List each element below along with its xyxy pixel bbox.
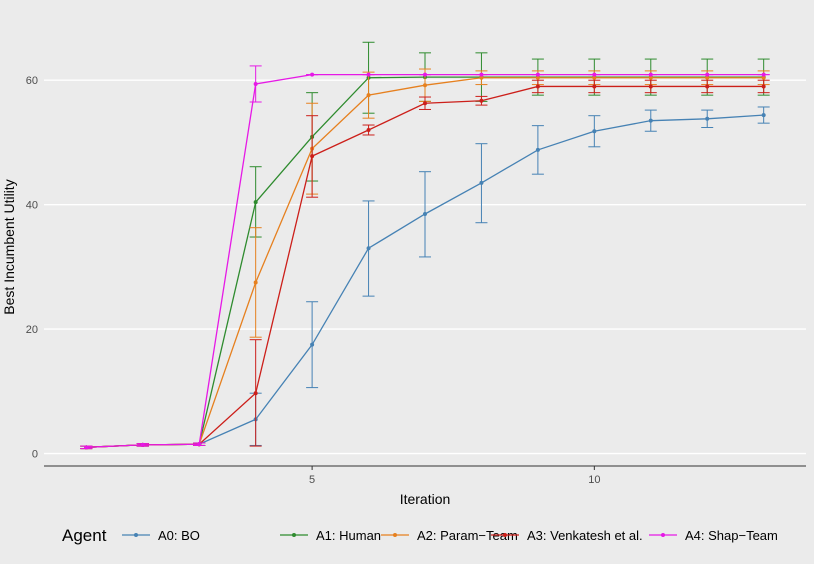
data-point (479, 98, 484, 103)
legend-item-2: A2: Param−Team (381, 528, 518, 543)
data-point (648, 118, 653, 123)
x-axis-title: Iteration (400, 491, 451, 507)
series-line (86, 73, 764, 448)
data-point (592, 75, 597, 80)
data-point (479, 180, 484, 185)
legend-items: A0: BO A1: Human A2: Param−Team A3: Venkate… (122, 528, 778, 543)
y-tick-label: 20 (26, 324, 38, 336)
data-point (648, 84, 653, 89)
data-point (366, 72, 371, 77)
data-point (366, 93, 371, 98)
data-point (761, 84, 766, 89)
series-line (86, 85, 764, 448)
data-point (479, 75, 484, 80)
data-point (366, 246, 371, 251)
legend-label: A4: Shap−Team (685, 528, 778, 543)
data-point (535, 72, 540, 77)
data-point (197, 442, 202, 447)
series-line (86, 114, 764, 448)
data-point (253, 81, 258, 86)
legend-item-3: A3: Venkatesh et al. (491, 528, 643, 543)
data-point (592, 72, 597, 77)
series-3 (80, 79, 770, 450)
legend-key-point (393, 533, 397, 537)
y-tick-label: 60 (26, 75, 38, 87)
series-0 (80, 106, 770, 450)
legend: Agent A0: BO A1: Human A2: Param−Team A3: V… (62, 526, 778, 545)
series-4 (80, 65, 770, 450)
data-point (648, 75, 653, 80)
legend-item-0: A0: BO (122, 528, 200, 543)
y-tick-label: 40 (26, 200, 38, 212)
legend-label: A2: Param−Team (417, 528, 518, 543)
legend-key-point (661, 533, 665, 537)
legend-key-point (292, 533, 296, 537)
x-tick-label: 5 (309, 474, 315, 486)
data-point (535, 147, 540, 152)
data-point (592, 129, 597, 134)
data-point (310, 72, 315, 77)
y-axis-ticks: 0 20 40 60 (26, 75, 38, 460)
data-point (84, 445, 89, 450)
data-point (310, 342, 315, 347)
data-point (705, 75, 710, 80)
series-line (86, 76, 764, 448)
series-2 (80, 68, 770, 450)
data-point (253, 200, 258, 205)
series-layer (80, 41, 770, 450)
data-point (761, 72, 766, 77)
series-line (86, 77, 764, 448)
y-tick-label: 0 (32, 449, 38, 461)
data-point (423, 101, 427, 106)
legend-label: A3: Venkatesh et al. (527, 528, 643, 543)
legend-key-point (134, 533, 138, 537)
legend-key-point (503, 533, 507, 537)
data-point (253, 391, 258, 396)
x-tick-label: 10 (588, 474, 600, 486)
data-point (705, 72, 710, 77)
data-point (648, 72, 653, 77)
data-point (479, 72, 484, 77)
data-point (705, 84, 710, 89)
grid-lines (44, 79, 806, 455)
data-point (423, 212, 427, 216)
x-axis-ticks: 5 10 (309, 466, 600, 486)
data-point (761, 113, 766, 118)
data-point (253, 280, 258, 285)
y-axis-title: Best Incumbent Utility (1, 179, 17, 314)
data-point (535, 75, 540, 80)
legend-label: A1: Human (316, 528, 381, 543)
data-point (592, 84, 597, 89)
legend-item-4: A4: Shap−Team (649, 528, 778, 543)
data-point (140, 442, 145, 447)
data-point (310, 154, 315, 159)
legend-item-1: A1: Human (280, 528, 381, 543)
data-point (761, 75, 766, 80)
data-point (705, 116, 710, 121)
legend-label: A0: BO (158, 528, 200, 543)
data-point (366, 128, 371, 132)
data-point (535, 84, 540, 89)
legend-title: Agent (62, 526, 107, 545)
data-point (423, 72, 427, 77)
data-point (423, 83, 427, 88)
